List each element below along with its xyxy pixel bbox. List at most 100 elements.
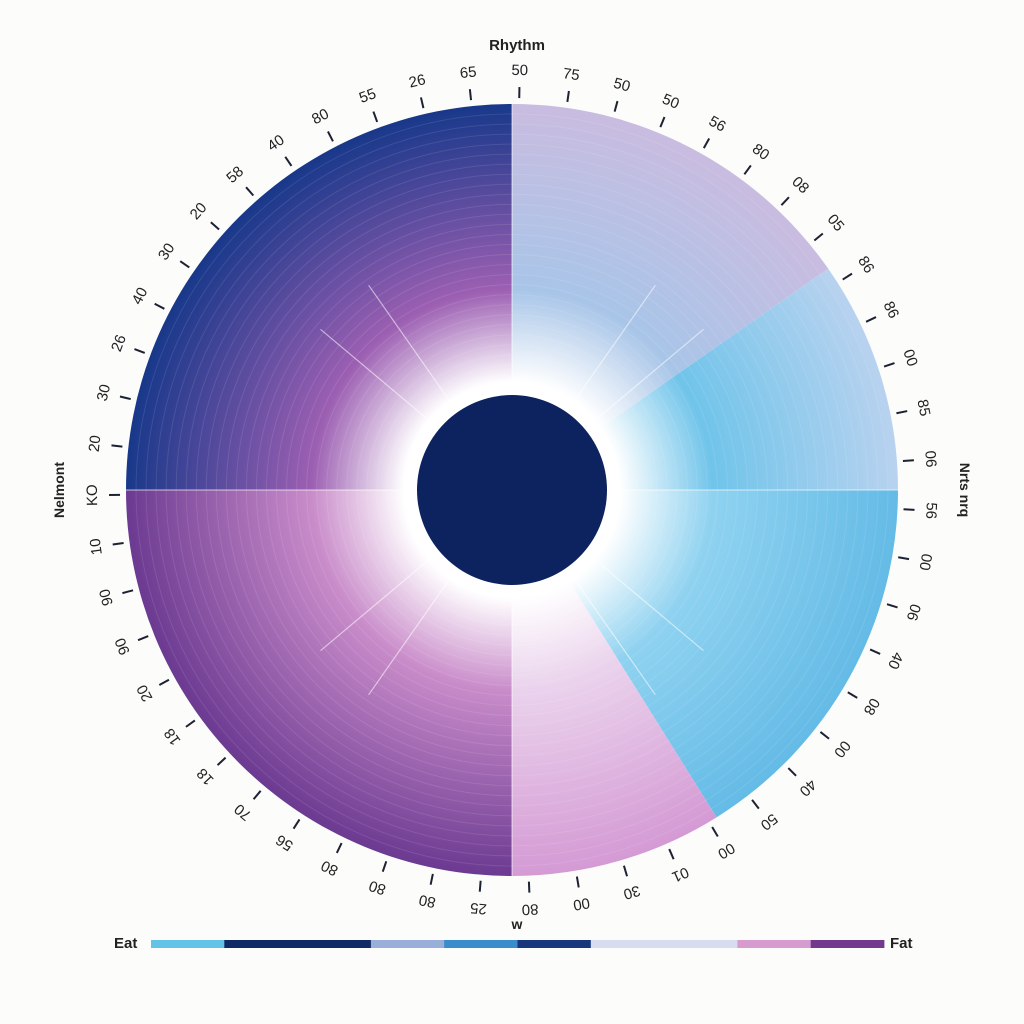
tick-label: 58	[223, 163, 247, 187]
tick-mark	[429, 873, 434, 885]
center-circle	[417, 395, 607, 585]
tick-label: 50	[511, 62, 528, 79]
tick-label: 30	[155, 240, 178, 263]
tick-label: 06	[903, 602, 924, 623]
tick-mark	[185, 719, 196, 728]
right-axis-label: Nrts nrq	[957, 463, 973, 517]
tick-label: 56	[706, 113, 729, 136]
tick-label: 00	[899, 347, 920, 368]
legend-right-label: Fat	[890, 935, 913, 952]
sector-right-upper	[126, 104, 512, 490]
tick-label: 50	[757, 810, 781, 834]
legend-color-segment	[810, 940, 885, 948]
tick-label: 26	[407, 71, 427, 91]
tick-mark	[896, 410, 908, 415]
tick-label: 18	[161, 725, 185, 748]
tick-label: 40	[129, 285, 152, 308]
tick-mark	[419, 97, 425, 109]
legend-color-segment	[737, 940, 812, 948]
tick-mark	[154, 302, 165, 310]
tick-mark	[819, 731, 830, 740]
tick-mark	[659, 116, 666, 128]
legend-color-segment	[444, 940, 518, 948]
sector-bottom-pink	[512, 490, 717, 876]
tick-mark	[210, 221, 220, 231]
tick-mark	[327, 131, 334, 142]
tick-mark	[787, 767, 797, 777]
division-line	[580, 328, 704, 433]
legend-color-segment	[590, 940, 665, 948]
tick-mark	[158, 678, 170, 686]
tick-label: 90	[96, 587, 117, 607]
tick-mark	[566, 90, 570, 103]
tick-label: 70	[231, 800, 255, 824]
tick-mark	[883, 362, 895, 368]
bottom-label: w	[511, 916, 523, 932]
tick-mark	[122, 589, 134, 595]
tick-label: 40	[884, 650, 906, 672]
tick-label: 00	[715, 839, 738, 862]
tick-label: 86	[854, 253, 877, 276]
tick-mark	[886, 603, 898, 609]
tick-mark	[252, 790, 262, 800]
tick-label: 56	[922, 502, 940, 520]
tick-label: 80	[318, 857, 340, 880]
tick-label: 01	[669, 863, 691, 885]
tick-mark	[622, 865, 629, 877]
tick-mark	[372, 111, 379, 123]
division-line	[320, 547, 444, 652]
tick-mark	[381, 860, 388, 873]
division-line	[320, 328, 444, 433]
tick-label: 65	[459, 63, 477, 82]
division-line	[580, 547, 704, 652]
legend-left-label: Eat	[114, 935, 137, 952]
tick-mark	[216, 756, 227, 766]
legend-color-segment	[224, 940, 298, 948]
tick-label: 80	[417, 891, 437, 911]
tick-label: 30	[94, 383, 114, 403]
sector-right-lower	[126, 490, 512, 876]
tick-mark	[112, 541, 124, 546]
tick-label: 08	[860, 695, 883, 718]
tick-mark	[111, 444, 123, 448]
tick-mark	[702, 138, 711, 149]
tick-label: KO	[84, 484, 101, 506]
legend-color-segment	[297, 940, 372, 948]
tick-mark	[284, 156, 293, 167]
sector-upper-left-outer	[512, 104, 829, 490]
division-line	[368, 284, 461, 417]
tick-mark	[898, 556, 910, 561]
tick-mark	[119, 395, 131, 401]
legend-color-segment	[664, 940, 738, 948]
division-line	[368, 563, 461, 696]
tick-label: 08	[788, 173, 812, 197]
tick-mark	[847, 691, 858, 699]
tick-label: 80	[521, 900, 538, 918]
tick-label: 00	[572, 894, 591, 914]
tick-label: 85	[913, 398, 933, 418]
tick-label: 50	[612, 75, 633, 96]
tick-mark	[292, 818, 301, 830]
tick-label: 30	[621, 882, 642, 903]
tick-mark	[869, 648, 881, 655]
tick-mark	[902, 459, 914, 463]
tick-label: 26	[108, 333, 130, 355]
left-axis-label: Nelmont	[51, 462, 67, 518]
tick-mark	[245, 186, 255, 197]
tick-mark	[335, 842, 343, 854]
tick-mark	[468, 89, 473, 101]
tick-mark	[751, 799, 760, 810]
chart-title: Rhythm	[489, 37, 545, 54]
tick-mark	[575, 876, 580, 888]
tick-mark	[711, 826, 719, 838]
tick-mark	[478, 880, 482, 892]
sector-left-lower	[512, 490, 898, 818]
tick-mark	[865, 316, 877, 323]
tick-label: 20	[133, 682, 156, 705]
tick-mark	[134, 348, 146, 354]
division-line	[563, 284, 656, 417]
tick-mark	[780, 196, 790, 206]
legend-color-segment	[370, 940, 445, 948]
tick-label: 80	[749, 140, 773, 164]
